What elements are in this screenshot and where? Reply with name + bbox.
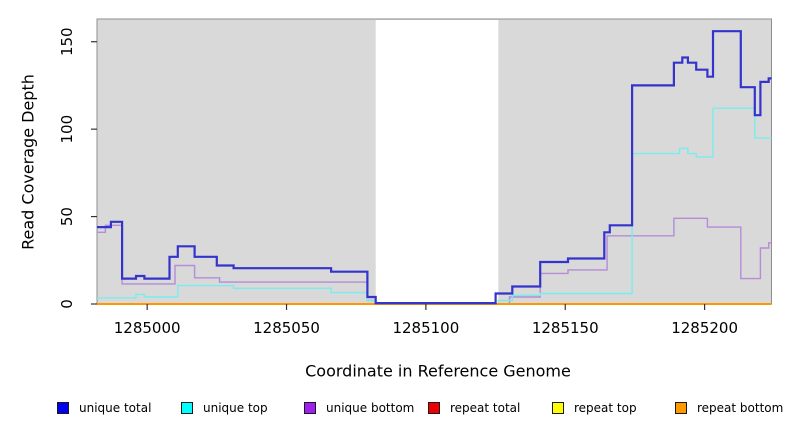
legend-label: repeat top <box>574 401 637 415</box>
series-line-unique-total <box>97 30 772 305</box>
unique-bottom-swatch-icon <box>304 402 316 414</box>
masked-region <box>375 20 499 304</box>
x-tick-label: 1285050 <box>253 319 320 337</box>
x-tick-label: 1285000 <box>114 319 181 337</box>
series-line-unique-top <box>97 107 772 305</box>
x-tick-label: 1285100 <box>392 319 459 337</box>
legend-item-repeat-bottom: repeat bottom <box>675 401 783 415</box>
legend-label: unique total <box>79 401 152 415</box>
repeat-total-swatch-icon <box>428 402 440 414</box>
y-tick-label: 100 <box>58 115 76 144</box>
legend-label: unique top <box>203 401 268 415</box>
repeat-bottom-swatch-icon <box>675 402 687 414</box>
plot-canvas: 1285000 1285050 1285100 1285150 1285200 0 50 10… <box>58 18 772 337</box>
legend-item-repeat-total: repeat total <box>428 401 520 415</box>
legend-label: unique bottom <box>326 401 415 415</box>
unique-total-swatch-icon <box>57 402 69 414</box>
series-line-unique-bottom <box>97 217 772 305</box>
x-axis-title: Coordinate in Reference Genome <box>305 361 571 381</box>
y-tick-label: 0 <box>58 299 76 309</box>
legend-label: repeat bottom <box>697 401 784 415</box>
legend-item-unique-top: unique top <box>181 401 268 415</box>
y-tick-label: 50 <box>58 207 76 226</box>
y-axis-title: Read Coverage Depth <box>18 74 38 250</box>
legend-label: repeat total <box>450 401 521 415</box>
unique-top-swatch-icon <box>181 402 193 414</box>
legend-item-unique-total: unique total <box>57 401 151 415</box>
legend-item-unique-bottom: unique bottom <box>304 401 414 415</box>
x-tick-label: 1285200 <box>671 319 738 337</box>
x-tick-label: 1285150 <box>532 319 599 337</box>
repeat-top-swatch-icon <box>552 402 564 414</box>
legend-item-repeat-top: repeat top <box>552 401 637 415</box>
y-tick-label: 150 <box>58 27 76 56</box>
